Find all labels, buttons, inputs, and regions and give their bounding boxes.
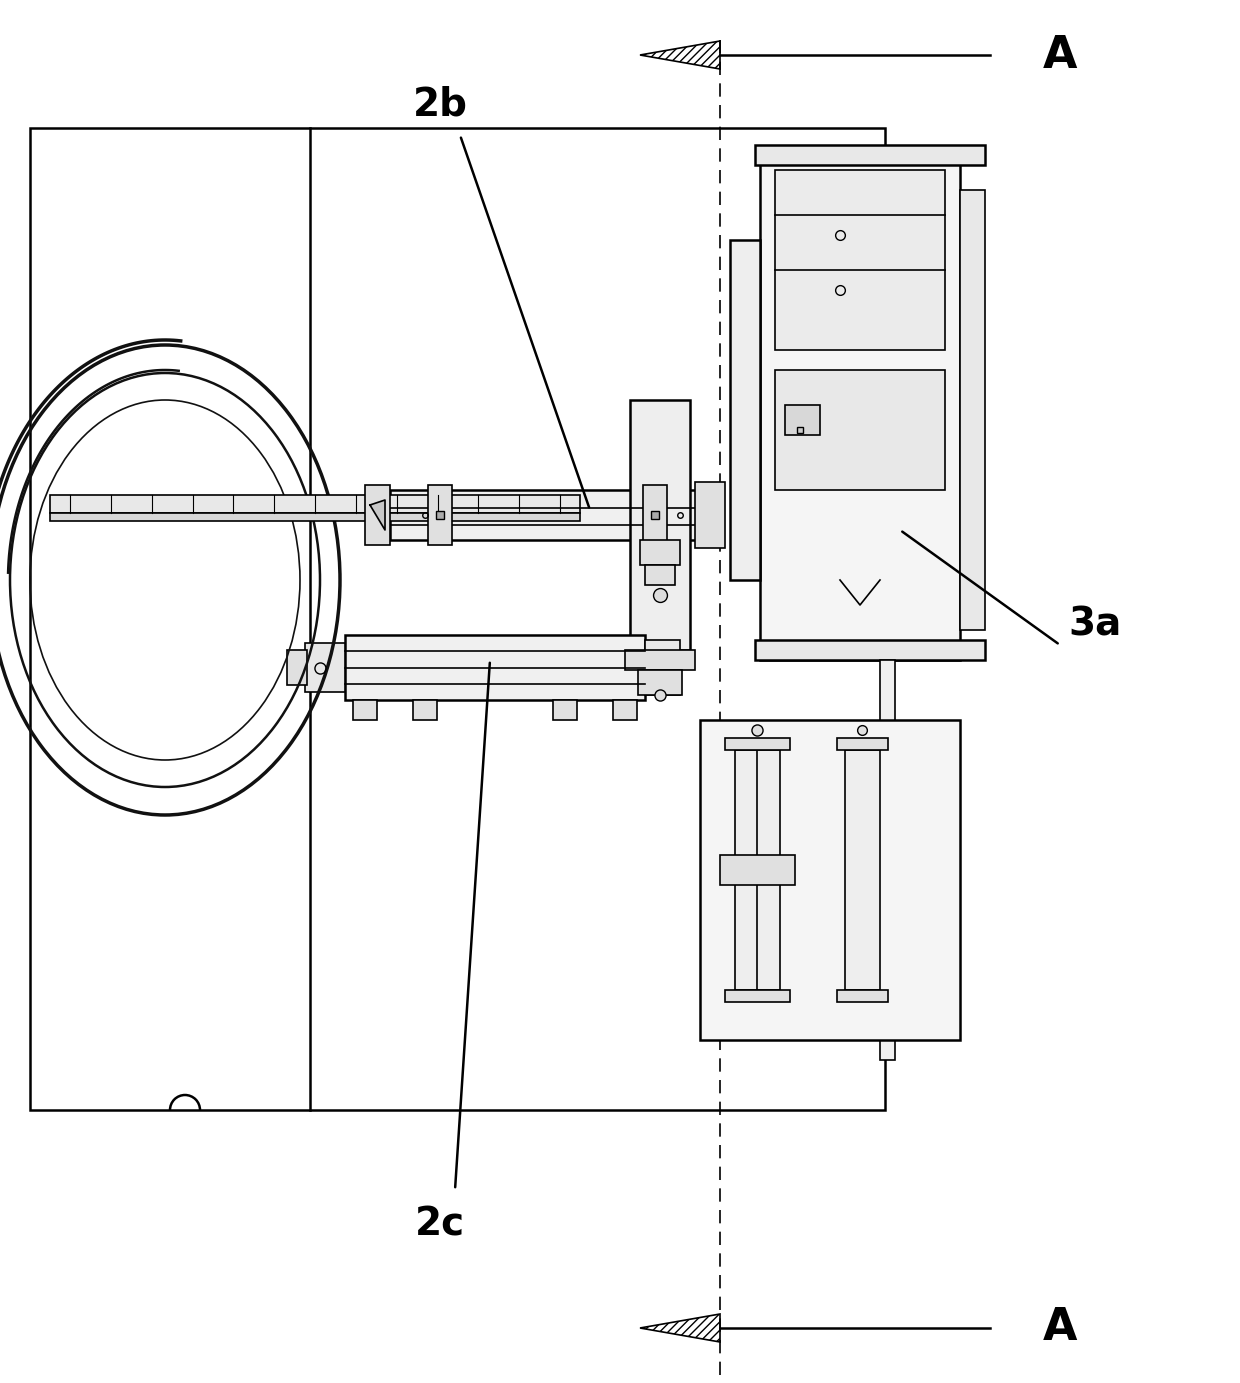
Bar <box>785 405 820 436</box>
Bar <box>305 643 345 692</box>
Bar <box>730 241 760 579</box>
Bar <box>391 490 715 539</box>
Text: 2b: 2b <box>413 86 467 124</box>
Bar <box>413 700 436 721</box>
Text: A: A <box>1043 33 1078 76</box>
Bar <box>735 750 780 990</box>
Polygon shape <box>370 501 384 530</box>
Text: 2c: 2c <box>415 1206 465 1243</box>
Bar <box>760 160 960 660</box>
Bar <box>645 640 680 696</box>
Bar <box>50 495 580 513</box>
Bar <box>755 145 985 165</box>
Bar <box>625 650 694 669</box>
Bar <box>613 700 637 721</box>
Bar <box>30 129 885 1111</box>
Bar <box>286 650 308 685</box>
Bar <box>720 855 795 885</box>
Text: A: A <box>1043 1307 1078 1350</box>
Bar <box>775 170 945 350</box>
Bar <box>630 400 689 650</box>
Bar <box>694 483 725 548</box>
Bar <box>837 990 888 1003</box>
Bar <box>775 371 945 490</box>
Bar <box>755 640 985 660</box>
Bar <box>725 739 790 750</box>
Bar <box>353 700 377 721</box>
Bar <box>880 660 895 1059</box>
Bar <box>553 700 577 721</box>
Bar <box>644 485 667 545</box>
Bar <box>725 990 790 1003</box>
Bar <box>844 750 880 990</box>
Bar <box>365 485 391 545</box>
Bar <box>837 739 888 750</box>
Bar <box>960 189 985 631</box>
Bar <box>639 669 682 696</box>
Text: 3a: 3a <box>1069 606 1122 644</box>
Bar <box>701 721 960 1040</box>
Bar <box>640 539 680 566</box>
Bar <box>345 635 645 700</box>
Bar <box>428 485 453 545</box>
Bar <box>645 566 675 585</box>
Bar <box>50 513 580 521</box>
